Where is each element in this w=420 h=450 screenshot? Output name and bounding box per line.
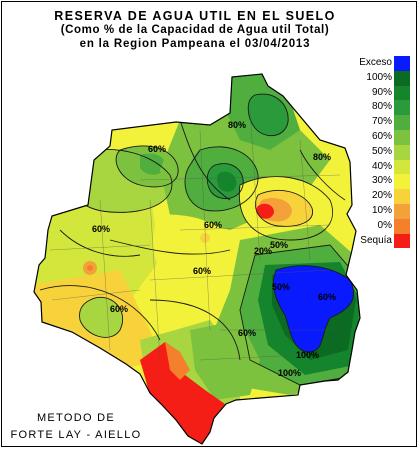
contour-label: 60%	[92, 224, 110, 234]
legend-swatch	[394, 115, 410, 130]
legend-item: Exceso	[350, 56, 414, 71]
legend-label: 10%	[371, 205, 392, 216]
method-caption: METODO DE FORTE LAY - AIELLO	[4, 410, 148, 444]
legend-label: 0%	[377, 219, 392, 231]
contour-label: 60%	[238, 328, 256, 338]
contour-label: 100%	[296, 350, 319, 360]
legend-swatch	[394, 233, 410, 249]
contour-label: 80%	[228, 120, 246, 130]
region-outline	[33, 73, 361, 445]
district-borders	[49, 109, 341, 361]
legend-swatch	[394, 144, 410, 160]
legend-swatch	[394, 70, 410, 86]
contour-label: 20%	[254, 246, 272, 256]
legend-swatch	[394, 100, 410, 116]
legend-swatch	[394, 159, 410, 175]
legend-swatch	[394, 85, 410, 101]
legend-item: 80%	[350, 100, 414, 116]
legend-label: 20%	[371, 190, 392, 202]
legend-swatch	[394, 189, 410, 204]
legend-item: 0%	[350, 218, 414, 234]
soil-water-fill	[34, 74, 360, 444]
legend-item: 50%	[350, 144, 414, 160]
legend-item: 10%	[350, 204, 414, 219]
method-line-1: METODO DE	[36, 412, 116, 424]
title-line-1: RESERVA DE AGUA UTIL EN EL SUELO	[54, 9, 336, 23]
legend-label: 70%	[371, 116, 392, 128]
legend-item: 100%	[350, 70, 414, 86]
legend-label: 30%	[371, 175, 392, 187]
contour-label: 50%	[272, 282, 290, 292]
contour-label: 60%	[110, 304, 128, 314]
legend-item: Sequía	[350, 233, 414, 249]
legend-label: Sequía	[360, 234, 392, 246]
legend-item: 20%	[350, 189, 414, 204]
isolines	[39, 93, 360, 386]
legend-label: 80%	[371, 101, 392, 113]
contour-label: 60%	[193, 266, 211, 276]
legend-swatch	[394, 174, 410, 190]
legend-item: 40%	[350, 159, 414, 175]
legend-label: 40%	[371, 160, 392, 172]
contour-label: 60%	[204, 220, 222, 230]
title-line-2: (Como % de la Capacidad de Agua util Tot…	[60, 24, 330, 36]
legend-label: 90%	[371, 86, 392, 98]
contour-label: 80%	[313, 152, 331, 162]
title-line-3: en la Region Pampeana el 03/04/2013	[79, 38, 311, 50]
method-line-2: FORTE LAY - AIELLO	[10, 429, 142, 441]
legend-item: 90%	[350, 85, 414, 101]
contour-label: 60%	[148, 144, 166, 154]
legend-label: 50%	[371, 145, 392, 157]
legend-item: 70%	[350, 115, 414, 130]
contour-label: 50%	[270, 240, 288, 250]
legend-swatch	[394, 218, 410, 234]
legend-label: 60%	[371, 131, 392, 142]
contour-labels: 80% 60% 80% 60% 60% 60% 20% 50% 60% 50% …	[92, 120, 336, 378]
contour-label: 60%	[318, 292, 336, 302]
map-title: RESERVA DE AGUA UTIL EN EL SUELO (Como %…	[0, 9, 390, 51]
legend-label: Exceso	[359, 57, 392, 68]
legend-item: 30%	[350, 174, 414, 190]
legend-label: 100%	[366, 71, 392, 83]
legend-item: 60%	[350, 130, 414, 145]
contour-label: 100%	[278, 368, 301, 378]
legend-swatch	[394, 130, 410, 145]
legend-swatch	[394, 204, 410, 219]
legend-swatch	[394, 56, 410, 71]
